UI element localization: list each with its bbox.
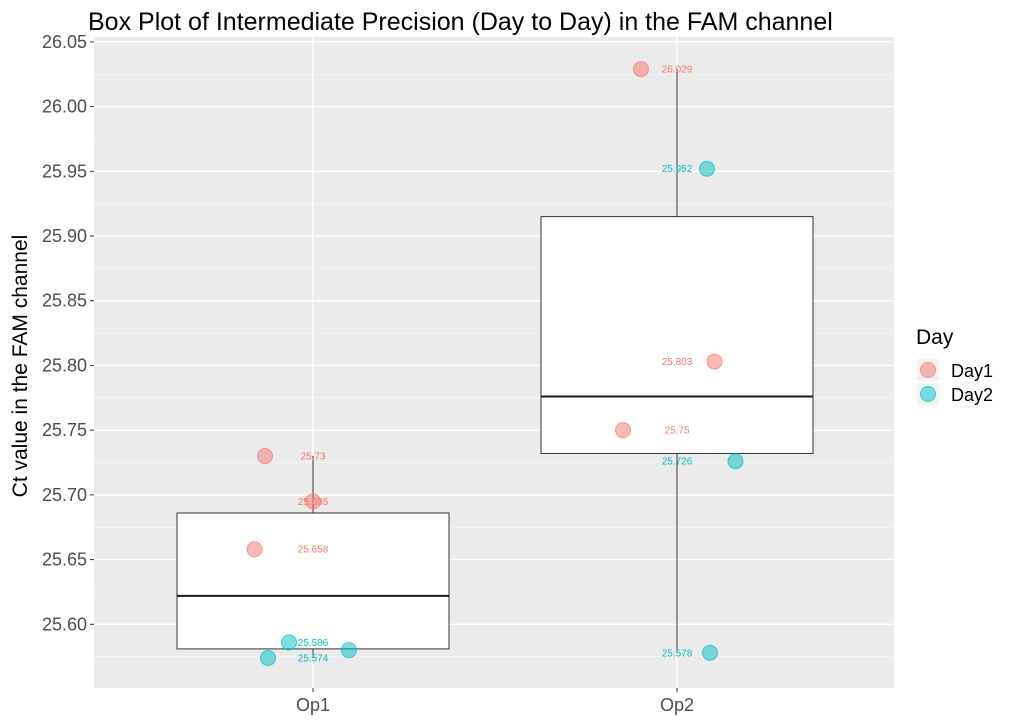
legend-swatch-day1 bbox=[920, 362, 936, 378]
y-tick-label: 25.95 bbox=[42, 161, 87, 181]
legend: Day Day1 Day2 bbox=[916, 326, 993, 405]
y-tick-label: 25.70 bbox=[42, 485, 87, 505]
data-label-day1: 25.803 bbox=[662, 357, 693, 368]
data-point-day2 bbox=[341, 642, 357, 659]
legend-title: Day bbox=[916, 326, 954, 349]
data-point-day1 bbox=[633, 61, 649, 78]
data-point-day2 bbox=[727, 453, 744, 470]
data-label-day1: 25.658 bbox=[298, 545, 329, 556]
y-tick-label: 25.75 bbox=[42, 420, 87, 440]
data-point-day1 bbox=[615, 422, 631, 439]
data-point-day2 bbox=[699, 160, 715, 177]
data-label-day2: 25.574 bbox=[298, 653, 329, 664]
y-tick-label: 25.85 bbox=[42, 291, 87, 311]
box-op1 bbox=[176, 512, 450, 650]
legend-swatch-day2 bbox=[920, 386, 936, 402]
legend-label-day2: Day2 bbox=[951, 385, 993, 405]
box-op2 bbox=[540, 216, 814, 454]
data-point-day2 bbox=[281, 634, 297, 651]
y-tick-label: 25.65 bbox=[42, 550, 87, 570]
plot-area: 25.60 25.65 25.70 25.75 25.80 25.85 25.90 25.95… bbox=[42, 32, 894, 715]
data-point-day1 bbox=[706, 353, 723, 370]
y-axis-title: Ct value in the FAM channel bbox=[9, 235, 32, 498]
data-point-day1 bbox=[257, 448, 273, 465]
data-label-day1: 26.029 bbox=[662, 65, 693, 76]
y-tick-label: 25.80 bbox=[42, 355, 87, 375]
y-tick-label: 26.00 bbox=[42, 97, 87, 117]
data-point-day1 bbox=[305, 493, 321, 510]
data-point-day2 bbox=[702, 644, 718, 661]
chart-title: Box Plot of Intermediate Precision (Day … bbox=[88, 8, 833, 36]
x-tick-label: Op2 bbox=[660, 695, 694, 715]
legend-label-day1: Day1 bbox=[951, 361, 993, 381]
data-label-day1: 25.75 bbox=[664, 426, 689, 437]
data-label-day2: 25.726 bbox=[662, 457, 693, 468]
y-tick-label: 25.60 bbox=[42, 614, 87, 634]
data-label-day1: 25.73 bbox=[300, 452, 325, 463]
data-label-day2: 25.586 bbox=[298, 638, 329, 649]
y-tick-label: 25.90 bbox=[42, 226, 87, 246]
y-tick-label: 26.05 bbox=[42, 32, 87, 52]
x-tick-label: Op1 bbox=[296, 695, 330, 715]
data-label-day2: 25.578 bbox=[662, 648, 693, 659]
data-label-day2: 25.952 bbox=[662, 164, 693, 175]
data-point-day1 bbox=[246, 541, 263, 558]
data-label-day1: 25.695 bbox=[298, 497, 329, 508]
data-point-day2 bbox=[260, 649, 276, 666]
